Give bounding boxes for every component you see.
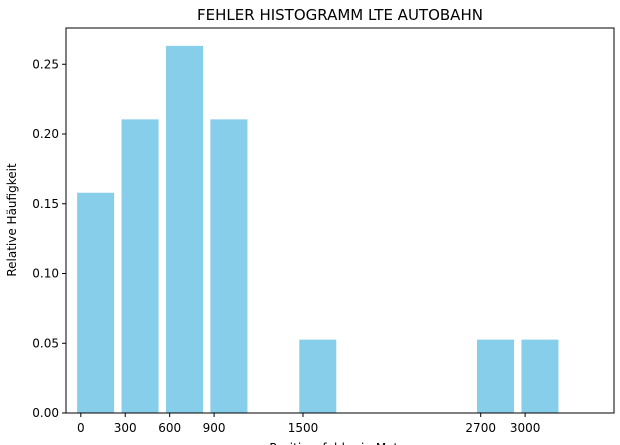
x-tick-label: 2700 (465, 421, 496, 435)
bar (299, 340, 336, 413)
x-tick-label: 300 (114, 421, 137, 435)
bar (77, 193, 114, 413)
x-tick-label: 1500 (288, 421, 319, 435)
x-tick-label: 0 (77, 421, 85, 435)
y-tick-label: 0.05 (32, 336, 59, 350)
x-tick-label: 900 (203, 421, 226, 435)
y-tick-label: 0.20 (32, 127, 59, 141)
x-axis: 0 300 600 900 1500 2700 3000 (77, 413, 540, 435)
chart-title: FEHLER HISTOGRAMM LTE AUTOBAHN (197, 6, 483, 24)
bar (122, 119, 159, 413)
bars-layer (77, 46, 558, 413)
y-axis: 0.00 0.05 0.10 0.15 0.20 0.25 (32, 57, 66, 420)
bar (166, 46, 203, 413)
x-tick-label: 3000 (510, 421, 541, 435)
bar (521, 340, 558, 413)
x-axis-label: Positionsfehler in Meter (269, 441, 410, 445)
bar (477, 340, 514, 413)
y-tick-label: 0.00 (32, 406, 59, 420)
y-tick-label: 0.10 (32, 267, 59, 281)
y-axis-label: Relative Häufigkeit (5, 163, 19, 277)
x-tick-label: 600 (158, 421, 181, 435)
y-tick-label: 0.15 (32, 197, 59, 211)
bar (210, 119, 247, 413)
y-tick-label: 0.25 (32, 57, 59, 71)
